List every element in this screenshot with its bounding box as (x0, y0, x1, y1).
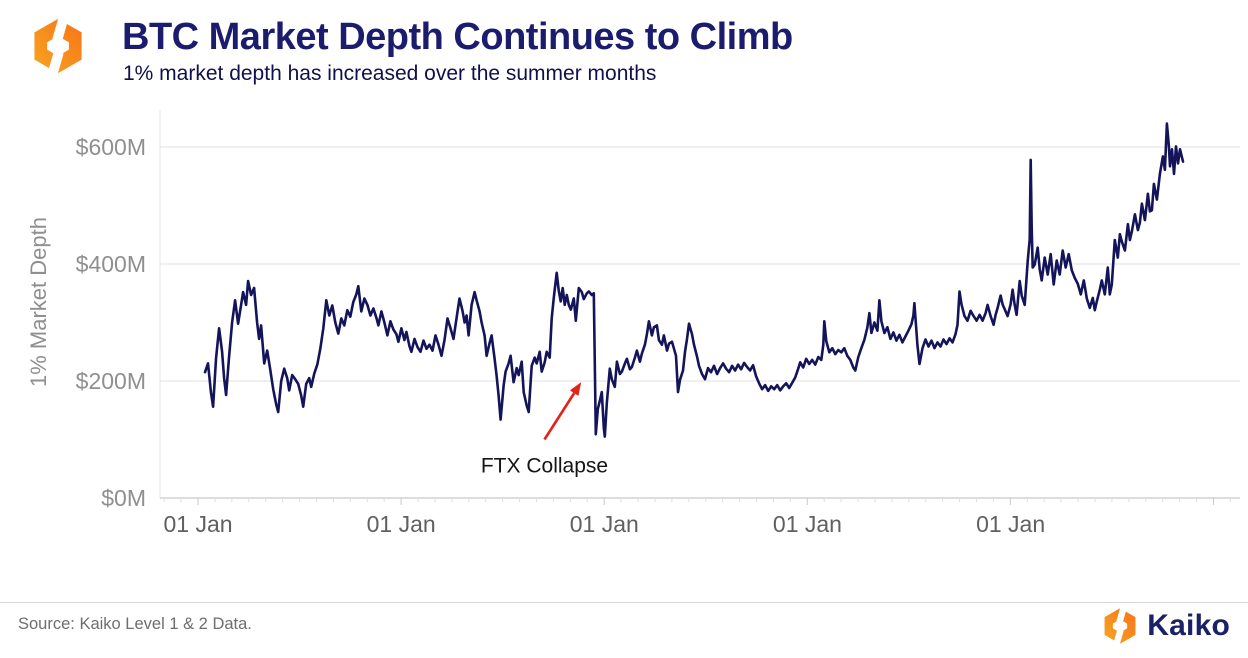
title-block: BTC Market Depth Continues to Climb 1% m… (122, 16, 793, 86)
depth-line (203, 122, 1185, 438)
kaiko-logo-icon-small (1104, 606, 1136, 646)
annotation-arrowhead (569, 382, 582, 396)
x-tick-label: 01 Jan (570, 511, 639, 537)
chart-title: BTC Market Depth Continues to Climb (122, 16, 793, 58)
footer-divider (0, 602, 1248, 603)
y-tick-label: $600M (76, 134, 146, 160)
annotation-label: FTX Collapse (481, 455, 608, 478)
x-tick-label: 01 Jan (773, 511, 842, 537)
kaiko-wordmark: Kaiko (1147, 609, 1230, 642)
x-tick-label: 01 Jan (367, 511, 436, 537)
annotation-arrow (543, 392, 576, 441)
y-tick-label: $0M (101, 485, 146, 511)
market-depth-line-chart: $0M $200M $400M $600M 01 Jan 01 Jan 01 Jan 01 J… (26, 110, 1240, 537)
source-note: Source: Kaiko Level 1 & 2 Data. (18, 615, 252, 633)
header: BTC Market Depth Continues to Climb 1% m… (0, 0, 1248, 96)
kaiko-logo-icon (34, 15, 82, 77)
y-axis-title: 1% Market Depth (26, 217, 51, 387)
x-tick-label: 01 Jan (976, 511, 1045, 537)
chart-subtitle: 1% market depth has increased over the s… (123, 61, 657, 85)
y-tick-label: $400M (76, 251, 146, 277)
x-tick-label: 01 Jan (163, 511, 232, 537)
kaiko-brand: Kaiko (1101, 606, 1230, 646)
y-tick-label: $200M (76, 368, 146, 394)
